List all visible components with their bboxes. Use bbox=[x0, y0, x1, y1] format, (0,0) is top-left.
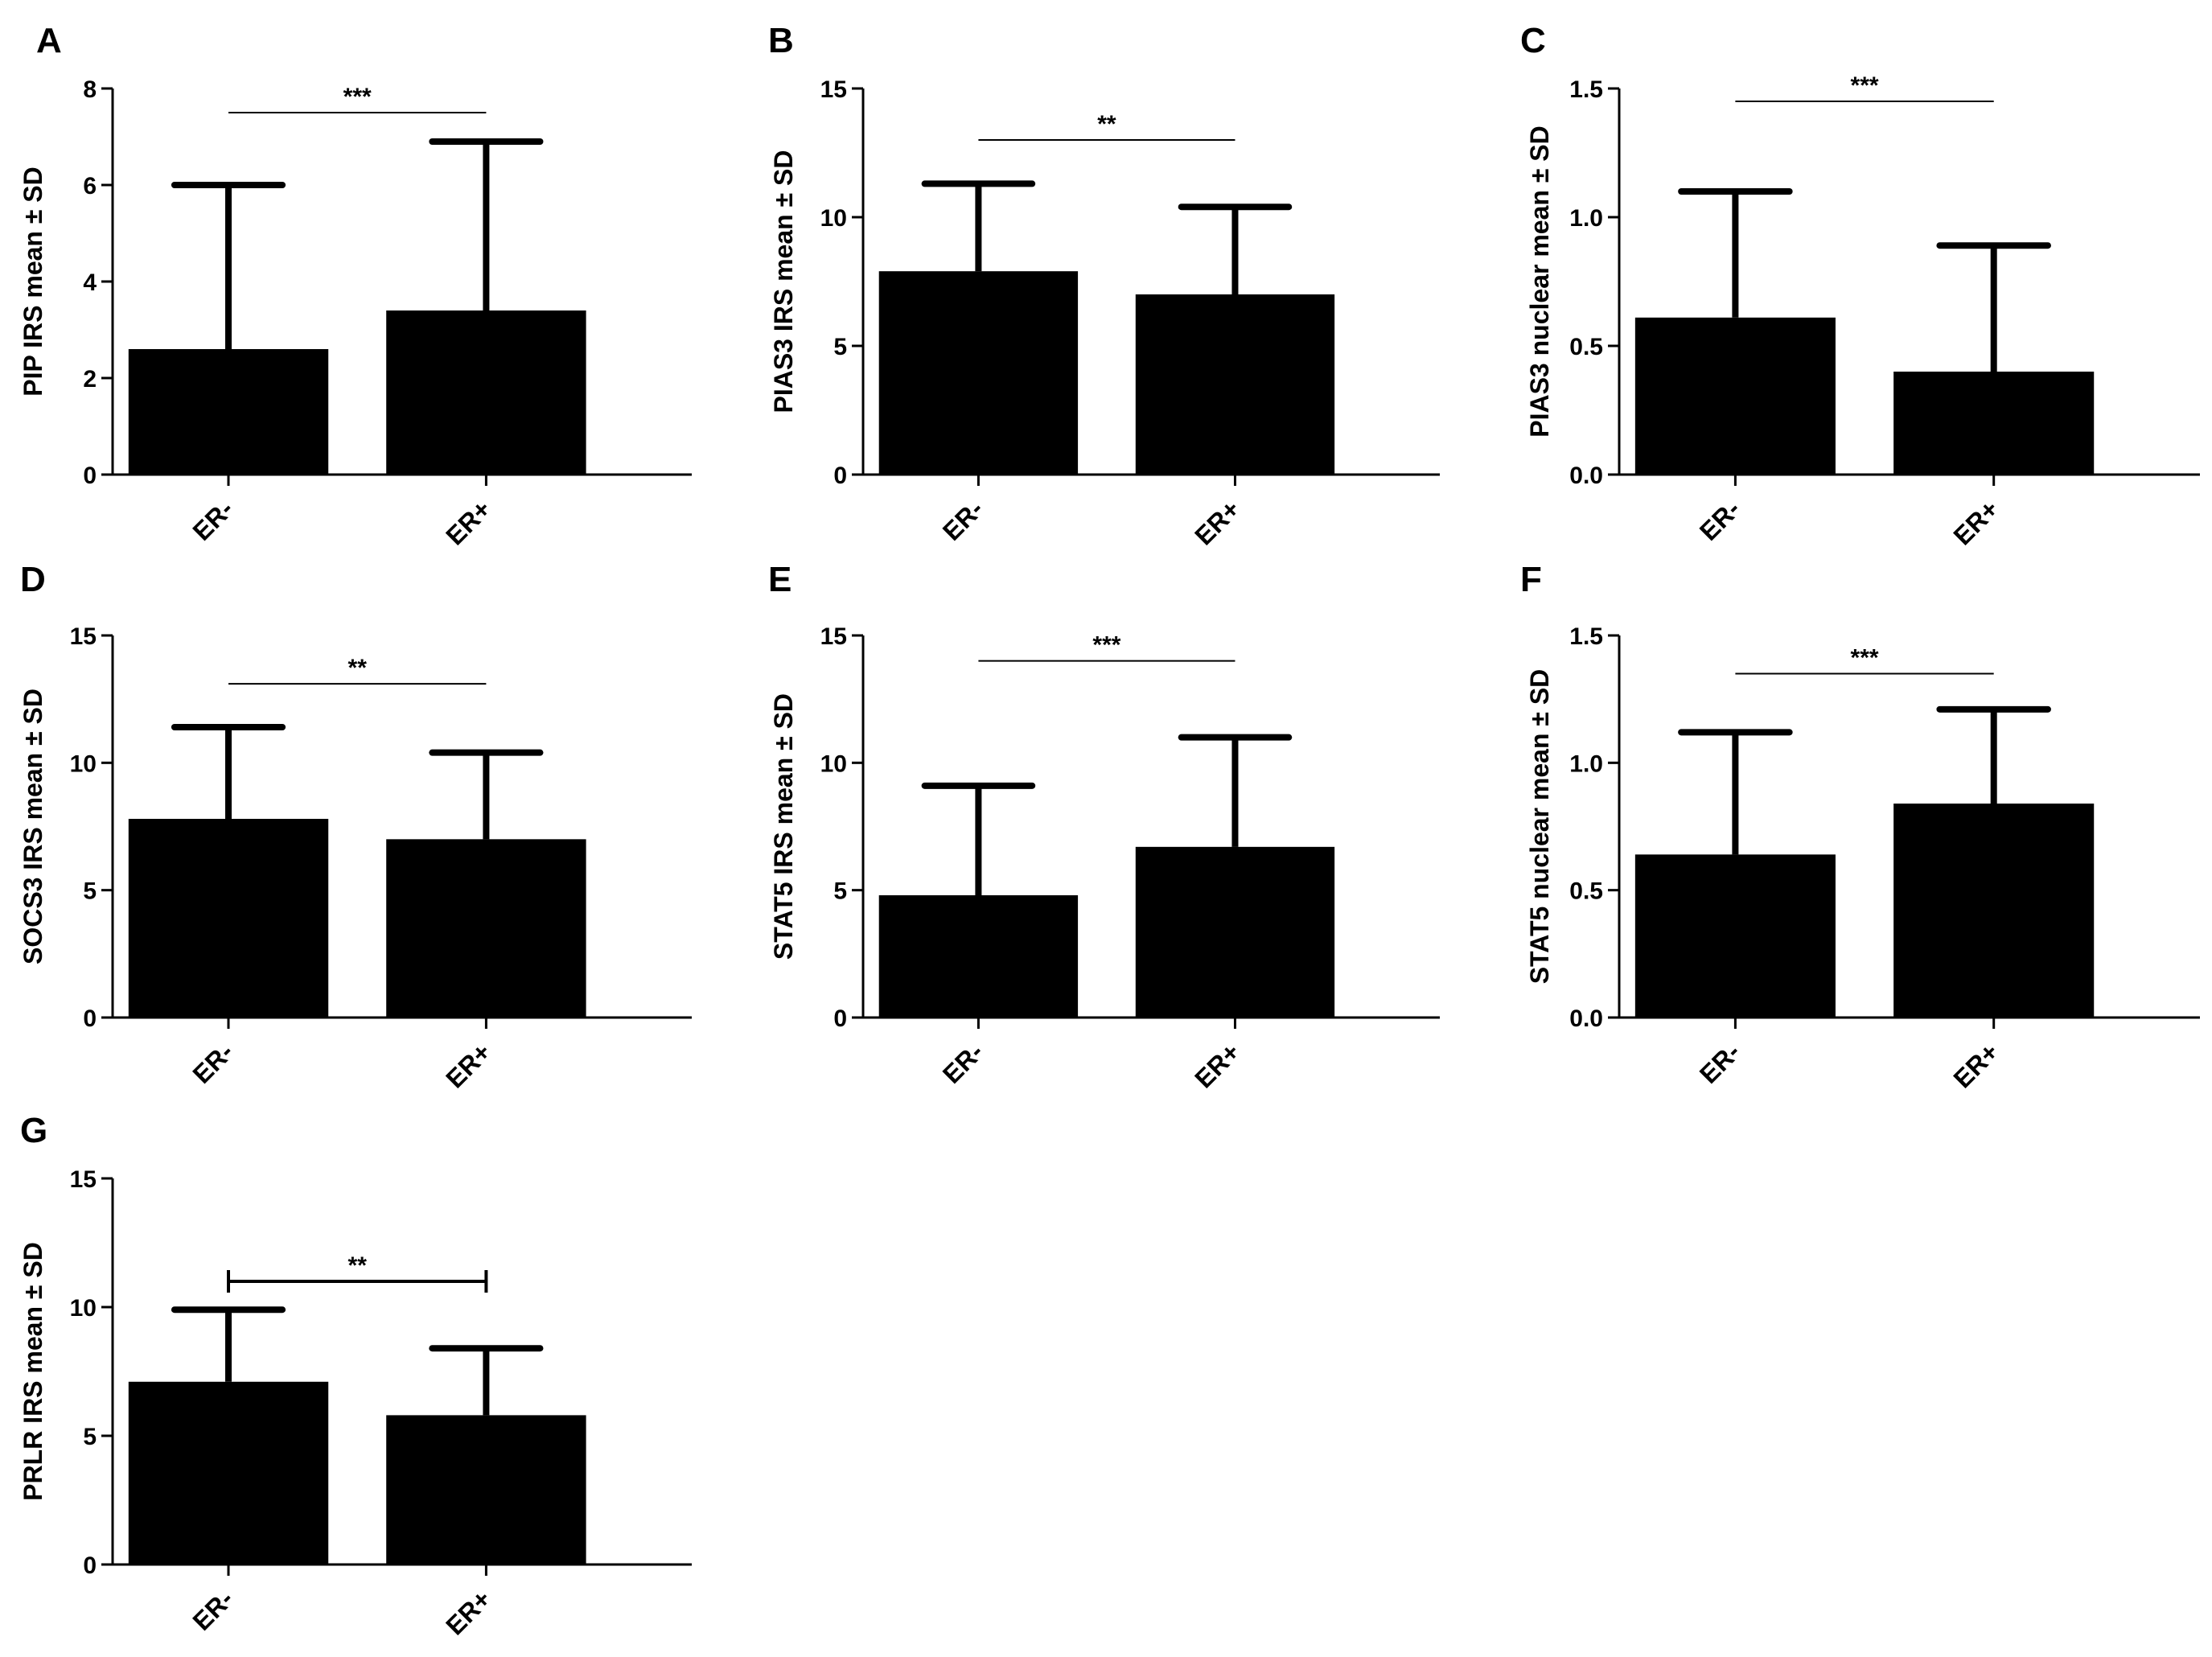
y-tick-label: 10 bbox=[820, 750, 847, 777]
panel-e: E 0 5 10 15 STAT5 IRS mean ± SD ER- ER+ *** bbox=[768, 560, 1440, 1094]
y-tick-label: 15 bbox=[820, 623, 847, 650]
bar-ER+ bbox=[386, 1415, 586, 1564]
y-tick-label: 0.0 bbox=[1569, 1005, 1603, 1032]
panel-letter: C bbox=[1520, 21, 1546, 60]
y-axis-label: PRLR IRS mean ± SD bbox=[19, 1242, 47, 1501]
significance-label: *** bbox=[1851, 645, 1879, 672]
bar-ER- bbox=[128, 349, 329, 475]
y-tick-label: 10 bbox=[70, 1295, 97, 1322]
significance-label: *** bbox=[343, 84, 372, 110]
y-tick-label: 1.0 bbox=[1569, 205, 1603, 232]
x-category-label: ER+ bbox=[440, 494, 496, 550]
bar-ER+ bbox=[1135, 294, 1335, 475]
x-category-label: ER+ bbox=[440, 1037, 496, 1093]
x-category-label: ER- bbox=[937, 494, 989, 545]
y-tick-label: 1.0 bbox=[1569, 750, 1603, 777]
significance-label: ** bbox=[1097, 111, 1116, 138]
panel-letter: F bbox=[1520, 560, 1542, 599]
y-tick-label: 5 bbox=[83, 878, 97, 905]
bar-ER+ bbox=[386, 310, 586, 475]
y-tick-label: 10 bbox=[70, 750, 97, 777]
y-tick-label: 1.5 bbox=[1569, 76, 1603, 103]
y-tick-label: 0.0 bbox=[1569, 463, 1603, 489]
panel-g: G 0 5 10 15 PRLR IRS mean ± SD ER- ER+ ** bbox=[19, 1111, 692, 1641]
bar-ER+ bbox=[1135, 846, 1335, 1018]
x-category-label: ER- bbox=[1694, 1037, 1745, 1088]
y-tick-label: 8 bbox=[83, 76, 97, 103]
significance-label: *** bbox=[1851, 72, 1879, 99]
y-tick-label: 6 bbox=[83, 173, 97, 199]
y-tick-label: 2 bbox=[83, 366, 97, 393]
y-tick-label: 5 bbox=[833, 878, 847, 905]
y-tick-label: 15 bbox=[70, 1166, 97, 1193]
panel-letter: D bbox=[20, 560, 46, 599]
bar-ER+ bbox=[1893, 804, 2095, 1018]
significance-label: ** bbox=[348, 655, 368, 681]
y-tick-label: 0 bbox=[833, 463, 847, 489]
bar-ER- bbox=[1634, 317, 1836, 475]
y-tick-label: 0 bbox=[83, 1552, 97, 1579]
x-category-label: ER- bbox=[937, 1037, 989, 1088]
y-axis-label: PIAS3 nuclear mean ± SD bbox=[1525, 125, 1554, 437]
panel-letter: A bbox=[36, 21, 62, 60]
x-category-label: ER+ bbox=[1189, 494, 1245, 550]
panel-f: F 0.0 0.5 1.0 1.5 STAT5 nuclear mean ± SD ER- E… bbox=[1520, 560, 2200, 1094]
y-tick-label: 15 bbox=[70, 623, 97, 650]
y-tick-label: 5 bbox=[83, 1424, 97, 1450]
panel-letter: G bbox=[20, 1111, 47, 1150]
x-category-label: ER- bbox=[187, 1037, 239, 1088]
y-tick-label: 1.5 bbox=[1569, 623, 1603, 650]
y-tick-label: 4 bbox=[83, 269, 97, 296]
y-axis-label: PIP IRS mean ± SD bbox=[19, 167, 47, 397]
bar-ER+ bbox=[1893, 372, 2095, 475]
bar-ER- bbox=[128, 819, 329, 1018]
y-tick-label: 0 bbox=[83, 1005, 97, 1032]
y-axis-label: STAT5 IRS mean ± SD bbox=[769, 693, 798, 960]
x-category-label: ER- bbox=[187, 1584, 239, 1635]
x-category-label: ER- bbox=[187, 494, 239, 545]
y-tick-label: 15 bbox=[820, 76, 847, 103]
x-category-label: ER+ bbox=[1948, 494, 2004, 550]
panel-b: B 0 5 10 15 PIAS3 IRS mean ± SD ER- ER+ ** bbox=[768, 21, 1440, 551]
significance-label: *** bbox=[1092, 632, 1120, 659]
y-axis-label: STAT5 nuclear mean ± SD bbox=[1525, 669, 1554, 985]
x-category-label: ER+ bbox=[1189, 1037, 1245, 1093]
y-tick-label: 0.5 bbox=[1569, 878, 1603, 905]
bar-ER- bbox=[878, 271, 1079, 475]
bar-ER+ bbox=[386, 839, 586, 1018]
panel-a: A 0 2 4 6 8 PIP IRS mean ± SD ER- ER+ *** bbox=[19, 21, 692, 551]
x-category-label: ER- bbox=[1694, 494, 1745, 545]
y-tick-label: 0 bbox=[833, 1005, 847, 1032]
bar-ER- bbox=[1634, 854, 1836, 1018]
y-axis-label: SOCS3 IRS mean ± SD bbox=[19, 689, 47, 964]
y-tick-label: 5 bbox=[833, 334, 847, 360]
y-tick-label: 10 bbox=[820, 205, 847, 232]
y-tick-label: 0.5 bbox=[1569, 334, 1603, 360]
bar-ER- bbox=[128, 1381, 329, 1564]
panel-d: D 0 5 10 15 SOCS3 IRS mean ± SD ER- ER+ ** bbox=[19, 560, 692, 1094]
bar-ER- bbox=[878, 895, 1079, 1018]
x-category-label: ER+ bbox=[1948, 1037, 2004, 1093]
x-category-label: ER+ bbox=[440, 1584, 496, 1640]
panel-letter: B bbox=[768, 21, 794, 60]
panel-c: C 0.0 0.5 1.0 1.5 PIAS3 nuclear mean ± SD ER- E… bbox=[1520, 21, 2200, 551]
panel-letter: E bbox=[768, 560, 791, 599]
y-tick-label: 0 bbox=[83, 463, 97, 489]
y-axis-label: PIAS3 IRS mean ± SD bbox=[769, 150, 798, 413]
significance-label: ** bbox=[348, 1252, 368, 1279]
